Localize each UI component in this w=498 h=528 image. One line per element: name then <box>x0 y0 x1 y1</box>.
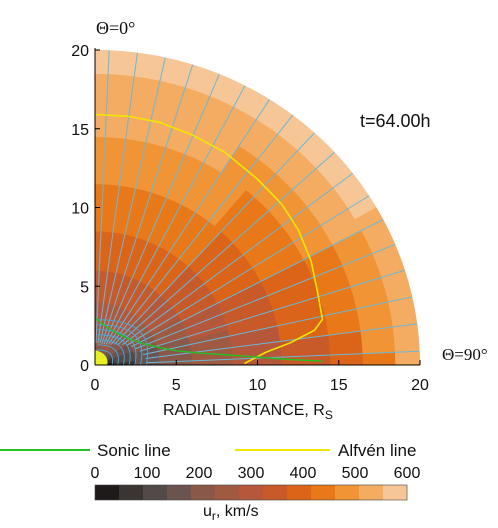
magnetic-field-lines <box>95 50 420 365</box>
field-line-open <box>131 219 384 348</box>
field-line-open <box>103 73 220 345</box>
colorbar-segment <box>287 485 312 500</box>
colorbar-label-subscript: r <box>212 509 216 523</box>
colorbar-tick-label: 600 <box>394 465 421 482</box>
field-line-open <box>135 243 396 350</box>
y-tick-label: 10 <box>71 201 89 218</box>
field-line-open <box>95 50 110 343</box>
inner-boundary-region <box>95 350 108 365</box>
x-tick-label: 15 <box>330 377 348 394</box>
colorbar-segment <box>215 485 240 500</box>
speed-cell <box>95 104 108 138</box>
legend: Sonic line Alfvén line <box>0 441 416 460</box>
colorbar-tick-label: 300 <box>238 465 265 482</box>
colorbar-tick-label: 200 <box>186 465 213 482</box>
y-tick-label: 20 <box>71 43 89 60</box>
sonic-line <box>94 317 323 362</box>
speed-cell <box>361 339 396 354</box>
colorbar-segment <box>239 485 264 500</box>
colorbar-ticks: 0 100 200 300 400 500 600 <box>91 465 421 482</box>
field-line-open <box>101 64 194 344</box>
field-line-open <box>121 172 354 346</box>
theta-right-label: Θ=90° <box>442 345 488 364</box>
colorbar-tick-label: 100 <box>134 465 161 482</box>
colorbar-segment <box>167 485 192 500</box>
speed-field <box>95 50 420 365</box>
colorbar-tick-label: 500 <box>342 465 369 482</box>
field-line-closed <box>97 319 148 365</box>
x-tick-label: 0 <box>91 377 100 394</box>
x-tick-label: 10 <box>249 377 267 394</box>
colorbar-segment <box>359 485 384 500</box>
colorbar-segment <box>119 485 144 500</box>
speed-cell <box>395 350 420 365</box>
colorbar-segment <box>95 485 120 500</box>
speed-cell <box>95 50 110 75</box>
field-line-open <box>97 52 138 344</box>
y-tick-label: 15 <box>71 122 89 139</box>
field-line-closed <box>97 349 114 365</box>
colorbar-label: ur, km/s <box>203 503 259 523</box>
speed-cell <box>394 337 420 353</box>
field-line-open <box>139 269 406 352</box>
speed-cell <box>362 351 396 365</box>
field-line-open <box>114 132 315 345</box>
field-line-open <box>126 195 370 346</box>
field-line-closed <box>97 334 131 365</box>
colorbar-segment <box>263 485 288 500</box>
x-ticks: 0 5 10 15 20 <box>91 360 429 394</box>
colorbar-segment <box>191 485 216 500</box>
field-line-open <box>143 296 413 356</box>
y-tick-label: 0 <box>80 358 89 375</box>
legend-alfven-label: Alfvén line <box>338 441 416 460</box>
colorbar-segment <box>383 485 408 500</box>
colorbar-tick-label: 0 <box>91 465 100 482</box>
field-line-closed <box>97 339 125 365</box>
time-label: t=64.00h <box>360 111 431 131</box>
field-line-closed <box>97 324 143 365</box>
field-line-open <box>110 114 294 345</box>
colorbar-segment <box>143 485 168 500</box>
speed-cell <box>107 50 124 76</box>
y-ticks: 0 5 10 15 20 <box>71 43 100 375</box>
field-line-open <box>117 151 335 345</box>
colorbar-frame <box>94 484 408 501</box>
theta-top-label: Θ=0° <box>96 18 135 38</box>
legend-sonic-label: Sonic line <box>97 441 171 460</box>
speed-cell <box>330 353 364 365</box>
field-line-open <box>146 350 420 364</box>
colorbar-segment <box>311 485 336 500</box>
x-axis-label-subscript: S <box>325 408 333 422</box>
field-line-open <box>99 57 166 344</box>
x-tick-label: 5 <box>172 377 181 394</box>
colorbar-segment <box>335 485 360 500</box>
colorbar-tick-label: 400 <box>290 465 317 482</box>
colorbar <box>94 484 408 501</box>
x-tick-label: 20 <box>411 377 429 394</box>
field-line-open <box>108 99 271 345</box>
speed-cell <box>95 73 109 106</box>
y-tick-label: 5 <box>80 279 89 296</box>
field-line-open <box>105 85 246 345</box>
alfven-line <box>94 113 324 365</box>
x-axis-label: RADIAL DISTANCE, RS <box>163 402 333 422</box>
field-line-closed <box>97 344 119 365</box>
